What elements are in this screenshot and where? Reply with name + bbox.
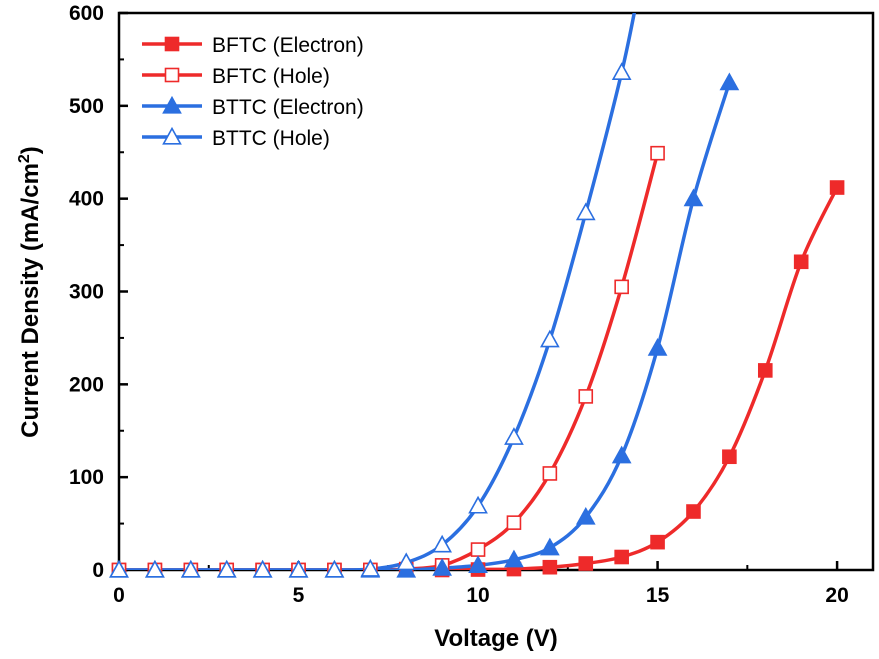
data-point xyxy=(757,363,773,378)
y-tick-label: 300 xyxy=(69,281,104,304)
data-point xyxy=(504,549,524,568)
legend-item: BTTC (Electron) xyxy=(142,95,364,119)
data-point xyxy=(252,559,273,578)
y-axis-title-close: ) xyxy=(17,146,44,154)
data-point xyxy=(722,449,737,465)
data-point xyxy=(647,337,668,356)
data-point xyxy=(145,559,165,578)
data-point xyxy=(360,558,381,577)
y-tick-label: 600 xyxy=(69,2,104,25)
legend-marker xyxy=(162,95,182,114)
legend-item: BTTC (Hole) xyxy=(142,126,330,150)
data-point xyxy=(432,534,453,553)
data-point xyxy=(288,559,309,578)
data-point xyxy=(468,555,488,573)
data-point xyxy=(578,556,594,571)
series-line-2 xyxy=(119,152,660,570)
legend-marker xyxy=(162,126,182,145)
data-point xyxy=(611,62,632,81)
data-point xyxy=(829,180,845,195)
y-axis-title: Current Density (mA/cm2) xyxy=(16,146,44,438)
data-point xyxy=(506,515,522,530)
y-tick-label: 500 xyxy=(69,95,104,118)
y-tick-label: 100 xyxy=(69,466,104,489)
data-point xyxy=(575,202,596,221)
legend: BFTC (Electron) BFTC (Hole) BTTC (Electron… xyxy=(142,34,364,150)
data-point xyxy=(683,188,704,207)
data-point xyxy=(180,559,201,578)
legend-label: BFTC (Hole) xyxy=(212,65,330,88)
x-tick-label: 0 xyxy=(113,584,125,607)
data-point xyxy=(650,534,665,550)
data-point xyxy=(396,552,417,571)
legend-marker xyxy=(164,67,180,83)
x-tick-label: 15 xyxy=(646,584,670,607)
legend-label: BFTC (Electron) xyxy=(212,34,364,57)
data-point xyxy=(611,445,632,464)
y-axis-title-superscript: 2 xyxy=(16,154,33,163)
data-point xyxy=(539,537,560,556)
series-line-1 xyxy=(119,186,839,570)
data-point xyxy=(542,559,558,575)
data-point xyxy=(109,559,129,578)
legend-label: BTTC (Electron) xyxy=(212,96,364,119)
data-point xyxy=(539,329,560,348)
data-point xyxy=(432,557,453,576)
legend-label: BTTC (Hole) xyxy=(212,127,330,150)
data-point xyxy=(578,389,594,404)
data-point xyxy=(719,72,740,91)
x-tick-label: 10 xyxy=(466,584,489,607)
data-point xyxy=(793,254,809,270)
data-point xyxy=(470,542,486,557)
data-point xyxy=(575,506,596,525)
y-axis-title-main: Current Density (mA/cm xyxy=(17,163,44,438)
series-markers xyxy=(109,62,845,578)
data-point xyxy=(216,559,237,578)
data-point xyxy=(686,504,701,519)
data-point xyxy=(542,466,558,481)
legend-marker xyxy=(164,36,180,52)
x-axis-title: Voltage (V) xyxy=(434,625,558,652)
series-line-4 xyxy=(119,13,637,570)
x-tick-label: 5 xyxy=(293,584,305,607)
data-point xyxy=(468,495,488,514)
data-point xyxy=(614,549,629,565)
data-point xyxy=(614,279,629,295)
data-point xyxy=(504,427,524,445)
x-tick-label: 20 xyxy=(825,584,848,607)
y-tick-label: 200 xyxy=(69,373,104,396)
data-point xyxy=(324,559,345,578)
series-line-3 xyxy=(119,82,732,570)
legend-item: BFTC (Electron) xyxy=(142,34,364,57)
y-tick-label: 400 xyxy=(69,188,104,211)
legend-item: BFTC (Hole) xyxy=(142,65,330,88)
y-tick-label: 0 xyxy=(92,559,104,582)
data-point xyxy=(650,145,665,161)
